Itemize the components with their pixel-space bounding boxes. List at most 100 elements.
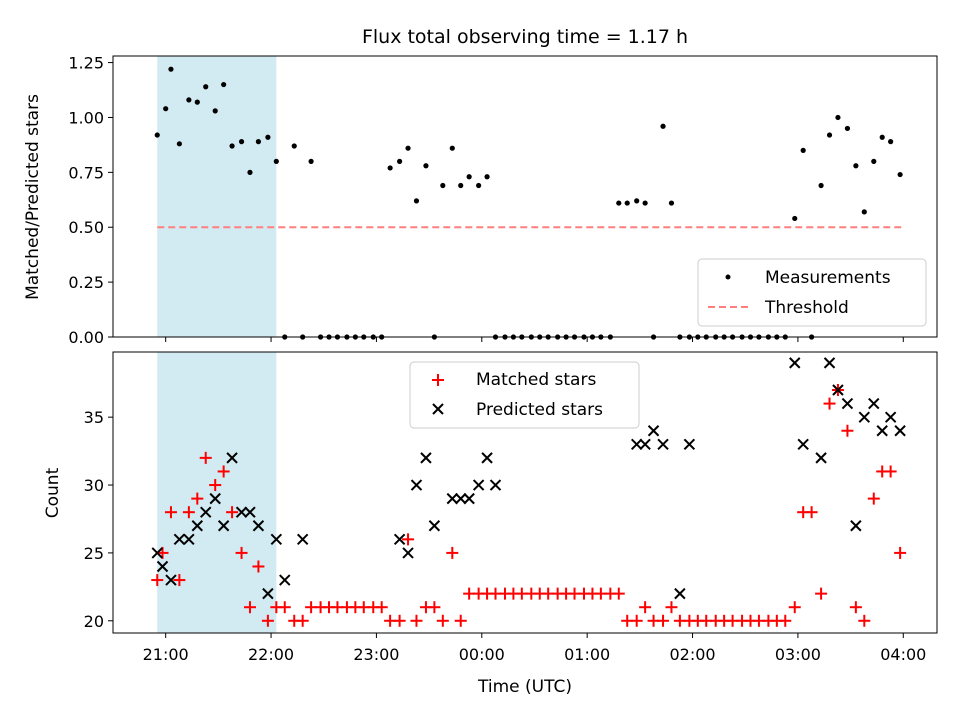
predicted-star-point	[489, 479, 502, 491]
matched-star-point	[436, 614, 449, 627]
matched-star-point	[815, 587, 828, 600]
measurement-point	[476, 182, 482, 189]
ratio-shaded-span	[157, 56, 277, 337]
matched-star-point	[151, 574, 164, 587]
measurement-point	[221, 81, 227, 88]
matched-star-point	[788, 601, 801, 614]
measurement-point	[387, 165, 393, 171]
matched-star-point	[894, 546, 907, 559]
ratio-x-ticks	[165, 337, 904, 342]
predicted-star-point	[850, 520, 862, 532]
matched-star-point	[278, 601, 291, 614]
predicted-star-point	[876, 425, 888, 437]
measurement-point	[194, 99, 200, 105]
predicted-star-point	[674, 587, 686, 600]
measurement-point	[212, 108, 218, 114]
matched-star-point	[402, 533, 415, 546]
ratio-legend-box	[697, 258, 927, 327]
predicted-star-point	[428, 520, 441, 532]
predicted-star-point	[630, 438, 643, 451]
predicted-star-point	[858, 411, 871, 423]
matched-star-point	[209, 479, 222, 492]
measurement-point	[853, 163, 859, 169]
predicted-stars-points	[151, 357, 906, 600]
matched-star-point	[612, 587, 625, 600]
measurement-point	[163, 106, 169, 112]
x-tick-label: 21:00	[143, 645, 189, 664]
predicted-star-point	[463, 492, 475, 505]
predicted-star-point	[279, 574, 291, 586]
predicted-star-point	[226, 452, 238, 464]
x-tick-label: 22:00	[248, 645, 294, 664]
predicted-star-point	[797, 438, 809, 451]
ratio-y-tick-label: 0.00	[68, 328, 104, 347]
measurement-point	[203, 84, 209, 90]
matched-star-point	[630, 614, 643, 627]
matched-star-point	[858, 614, 871, 627]
measurement-point	[897, 171, 903, 178]
ratio-y-tick-label: 1.25	[68, 54, 104, 73]
ratio-y-label: Matched/Predicted stars	[23, 94, 43, 300]
ratio-y-tick-label: 0.50	[68, 218, 104, 237]
counts-y-tick-label: 25	[84, 544, 104, 563]
matched-star-point	[296, 614, 309, 627]
measurement-point	[844, 125, 851, 132]
measurement-point	[466, 174, 472, 180]
predicted-star-point	[446, 492, 459, 505]
ratio-y-tick-label: 0.25	[68, 273, 104, 292]
counts-y-tick-label: 30	[84, 476, 104, 495]
legend-predicted-marker	[432, 403, 444, 415]
matched-star-point	[823, 397, 836, 410]
measurement-point	[458, 182, 464, 189]
measurement-point	[660, 123, 666, 129]
matched-star-point	[164, 506, 177, 519]
measurement-point	[247, 169, 253, 175]
matched-star-point	[226, 506, 239, 519]
measurement-point	[800, 147, 806, 153]
panel-counts: 20 25 30 35 21:00 22:00 23:00 00:00 01:00 02:00 0…	[43, 351, 938, 697]
predicted-star-point	[173, 533, 186, 546]
counts-axes-frame	[112, 351, 938, 634]
predicted-star-point	[815, 452, 827, 464]
measurement-point	[634, 198, 640, 204]
measurement-point	[879, 134, 885, 140]
x-tick-label: 02:00	[669, 645, 715, 664]
predicted-star-point	[252, 520, 265, 532]
matched-star-point	[841, 424, 854, 437]
counts-y-ticks: 20 25 30 35	[84, 408, 113, 631]
counts-legend-box	[409, 361, 640, 429]
counts-y-tick-label: 20	[84, 612, 104, 631]
predicted-star-point	[262, 587, 274, 600]
matched-star-point	[393, 614, 406, 627]
measurement-point	[154, 132, 160, 138]
measurement-point	[642, 200, 648, 206]
predicted-star-point	[183, 533, 195, 546]
matched-star-point	[665, 601, 678, 614]
predicted-star-point	[156, 560, 169, 573]
predicted-star-point	[647, 425, 660, 437]
ratio-axes-frame	[112, 55, 938, 338]
predicted-star-point	[683, 438, 696, 451]
measurement-point	[440, 182, 446, 189]
measurement-point	[397, 158, 403, 164]
measurement-point	[668, 200, 675, 206]
predicted-star-point	[420, 452, 432, 464]
matched-star-point	[252, 560, 265, 573]
measurement-point	[624, 200, 630, 206]
measurement-points	[154, 66, 903, 340]
measurement-point	[265, 134, 271, 140]
predicted-star-point	[200, 506, 212, 518]
measurement-point	[255, 139, 262, 145]
predicted-star-point	[832, 384, 844, 396]
measurement-point	[861, 209, 867, 215]
x-tick-label: 23:00	[353, 645, 399, 664]
predicted-star-point	[209, 492, 221, 505]
ratio-y-tick-label: 0.75	[68, 163, 104, 182]
matched-star-point	[454, 614, 467, 627]
measurement-point	[818, 182, 824, 189]
matched-star-point	[235, 546, 248, 559]
measurement-point	[405, 145, 411, 151]
measurement-point	[186, 97, 192, 103]
measurement-point	[835, 114, 841, 121]
legend-measurements-marker	[725, 274, 731, 280]
